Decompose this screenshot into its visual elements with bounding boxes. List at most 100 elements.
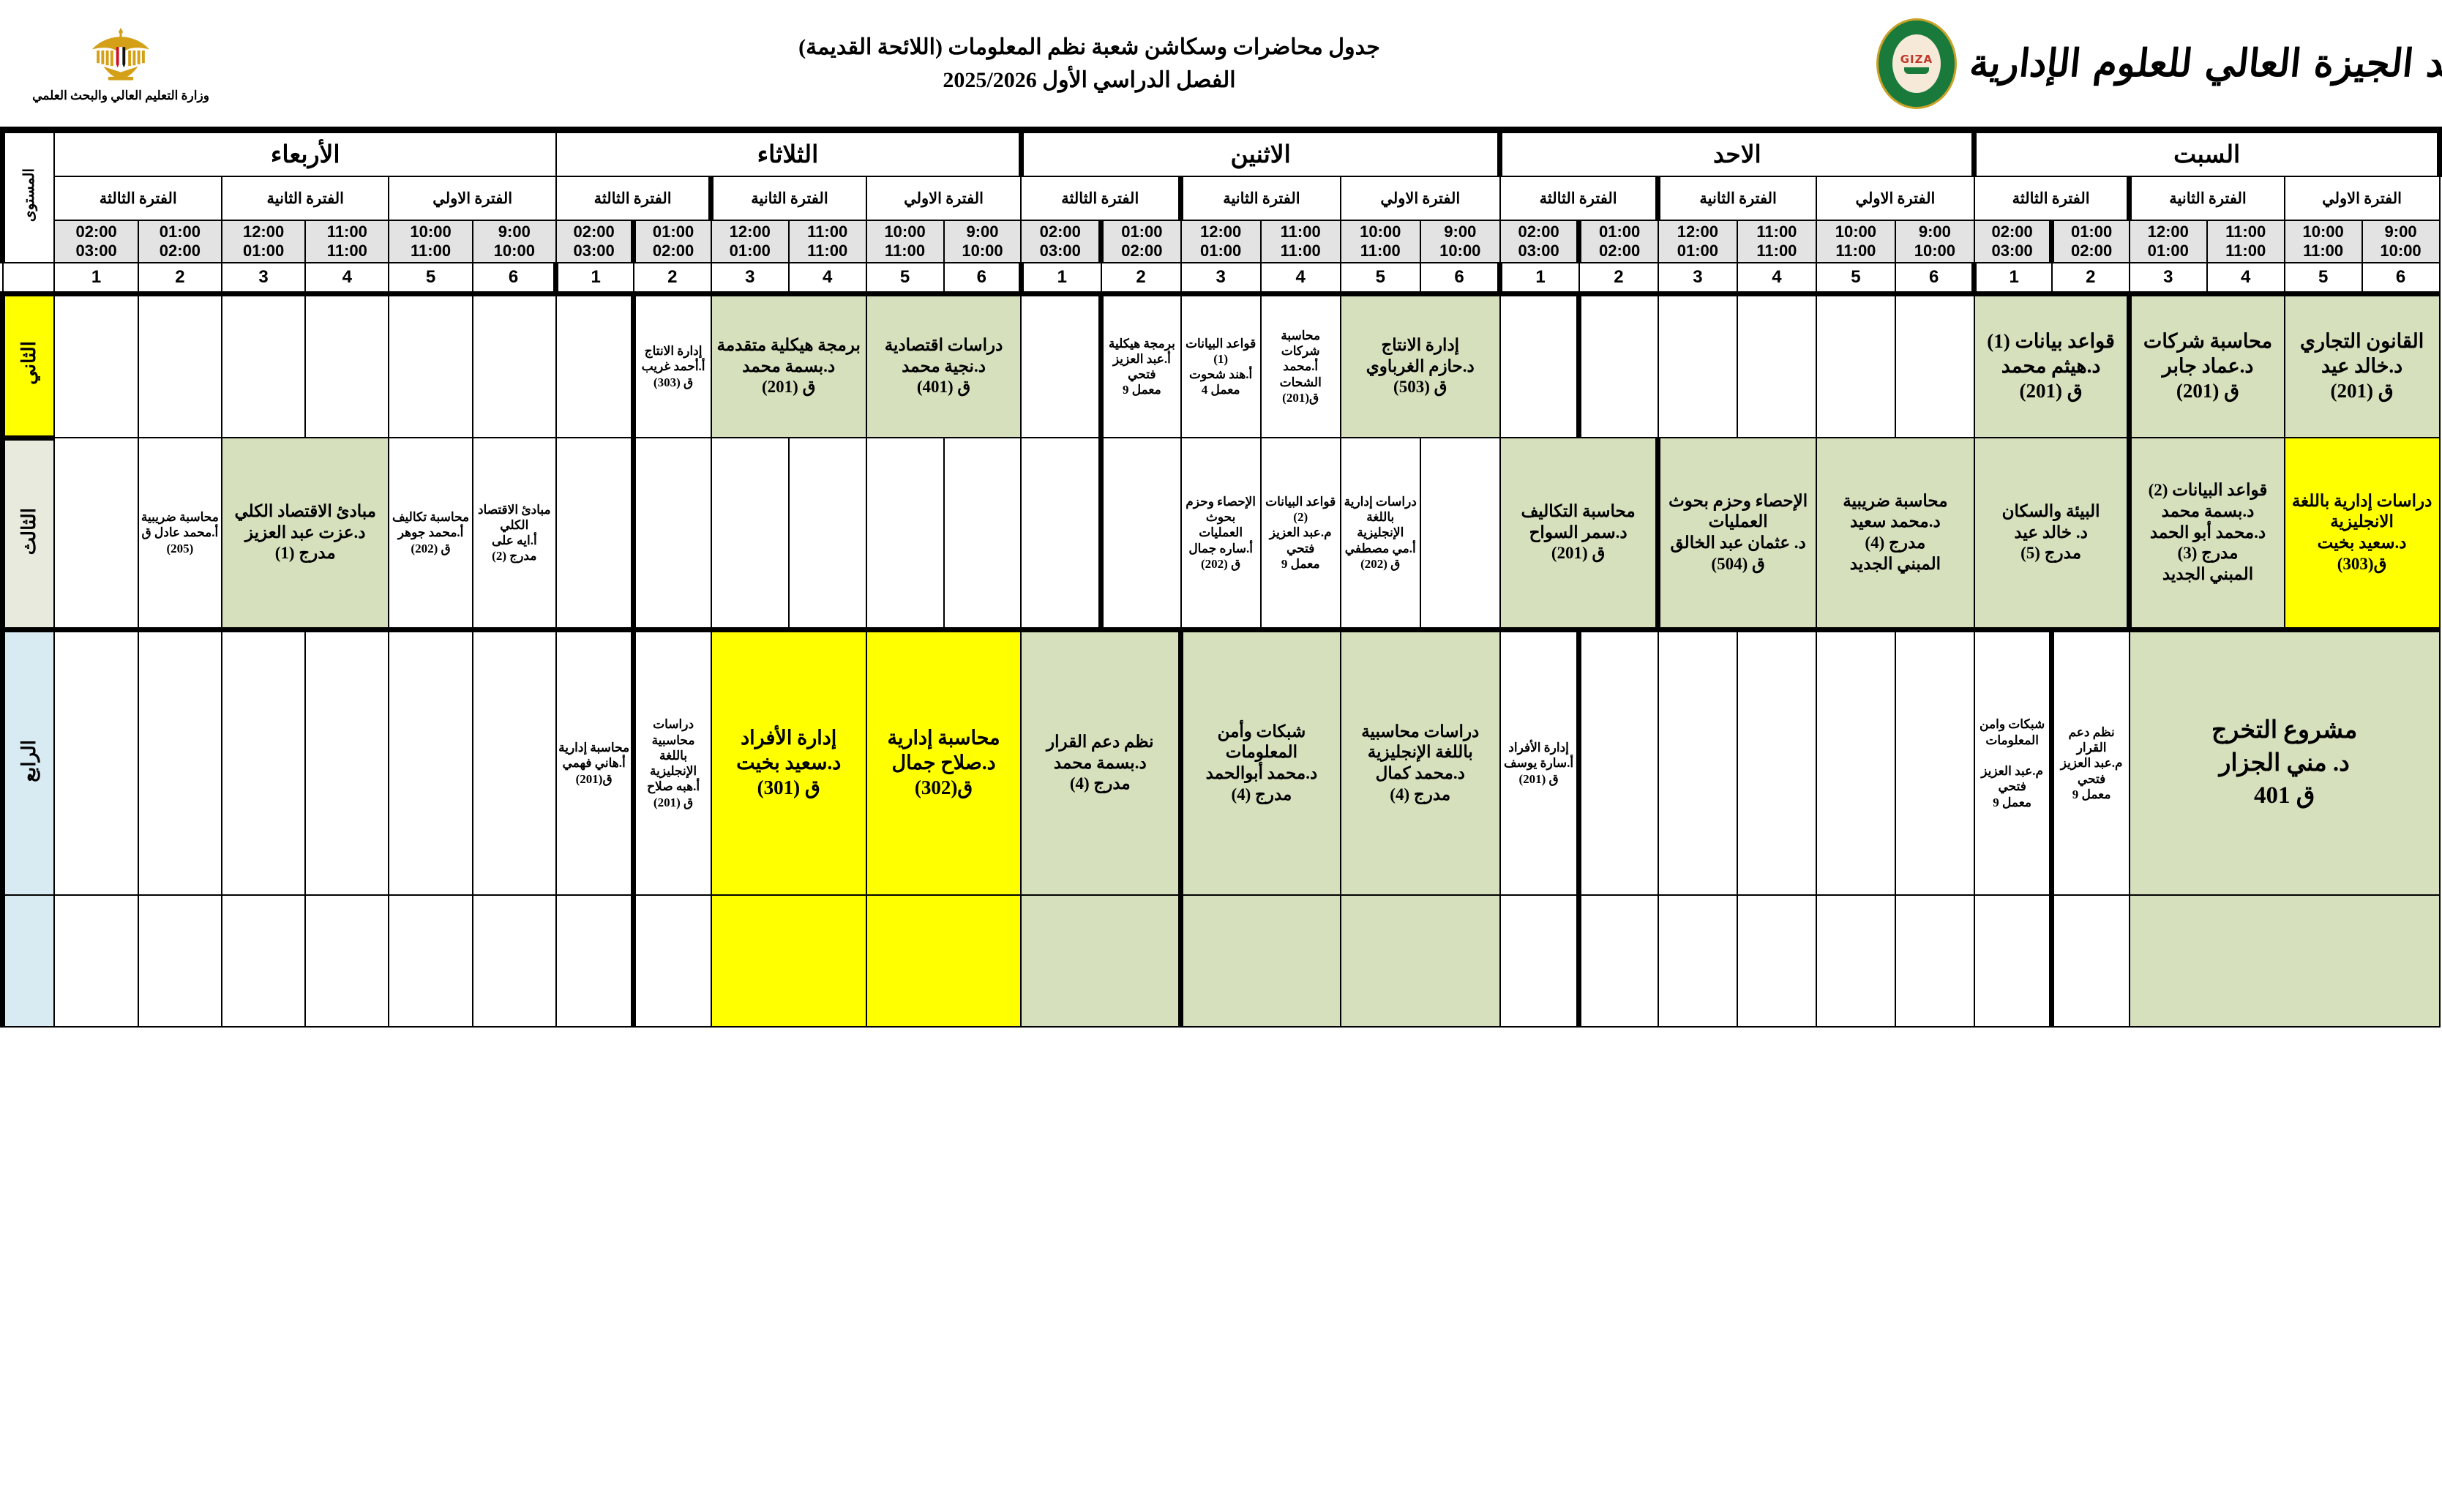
cell-wed-l4-s1[interactable] <box>471 629 557 896</box>
cell-sun-l2-s4[interactable] <box>1657 293 1738 438</box>
cell-tue-l4-p1[interactable]: محاسبة إدارية د.صلاح جمال ق(302) <box>865 629 1022 896</box>
sub-sun-s2[interactable] <box>1815 894 1896 1028</box>
sub-mon-p2[interactable] <box>1180 894 1341 1028</box>
cell-tue-l3-s1[interactable] <box>943 437 1022 631</box>
cell-tue-l3-s6[interactable] <box>555 437 637 631</box>
cell-mon-l3-s6[interactable] <box>1020 437 1104 631</box>
cell-sat-l3-p1[interactable]: دراسات إدارية باللغة الانجليزية د.سعيد ب… <box>2283 437 2441 631</box>
cell-sat-l2-p2[interactable]: محاسبة شركات د.عماد جابر ق (201) <box>2128 293 2285 438</box>
sub-wed-s1[interactable] <box>471 894 557 1028</box>
cell-wed-l3-s5[interactable]: محاسبة ضريبية أ.محمد عادل ق (205) <box>137 437 222 631</box>
cell-sun-l4-s2[interactable] <box>1815 629 1896 896</box>
cell-wed-l2-s5[interactable] <box>137 293 222 438</box>
cell-sun-l4-s3[interactable] <box>1736 629 1817 896</box>
cell-mon-l2-s6[interactable] <box>1020 293 1104 438</box>
cell-tue-l4-p2[interactable]: إدارة الأفراد د.سعيد بخيت ق (301) <box>710 629 867 896</box>
cell-tue-l3-s2[interactable] <box>865 437 945 631</box>
cell-wed-l3-s6[interactable] <box>53 437 139 631</box>
sub-wed-s2[interactable] <box>388 894 473 1028</box>
giza-seal-icon: GIZA <box>1876 18 1957 109</box>
cell-tue-l2-s6[interactable] <box>555 293 637 438</box>
sub-sun-s4[interactable] <box>1657 894 1738 1028</box>
slot-number-tue-4: 4 <box>1736 262 1817 296</box>
cell-sun-l2-s2[interactable] <box>1815 293 1896 438</box>
sub-wed-s5[interactable] <box>137 894 222 1028</box>
cell-wed-l2-s3[interactable] <box>304 293 390 438</box>
cell-wed-l3-s1[interactable]: مبادئ الاقتصاد الكلي أ.ايه على مدرج (2) <box>471 437 557 631</box>
sub-tue-p1[interactable] <box>865 894 1022 1028</box>
cell-sun-l2-s1[interactable] <box>1894 293 1975 438</box>
cell-sun-l2-s6[interactable] <box>1499 293 1582 438</box>
sub-wed-s3[interactable] <box>304 894 390 1028</box>
cell-mon-l4-p2[interactable]: شبكات وأمن المعلومات د.محمد أبوالحمد مدر… <box>1180 629 1341 896</box>
cell-wed-l3-s2[interactable]: محاسبة تكاليف أ.محمد جوهر ق (202) <box>388 437 473 631</box>
cell-mon-l2-s3[interactable]: محاسبة شركات أ.محمد الشحات ق(201) <box>1259 293 1341 438</box>
sub-sat-s5[interactable] <box>2050 894 2130 1028</box>
time-cell-tue-6: 02:00 03:00 <box>555 220 637 263</box>
sub-wed-s4[interactable] <box>220 894 307 1028</box>
cell-tue-l3-s3[interactable] <box>787 437 867 631</box>
cell-tue-l2-s5[interactable]: إدارة الانتاج أ.أحمد غريب ق (303) <box>632 293 712 438</box>
cell-wed-l3-p2[interactable]: مبادئ الاقتصاد الكلي د.عزت عبد العزيز مد… <box>220 437 390 631</box>
sub-tue-s6[interactable] <box>555 894 637 1028</box>
cell-sat-l4-s5[interactable]: نظم دعم القرار م.عبد العزيز فتحي معمل 9 <box>2050 629 2130 896</box>
cell-mon-l3-s2[interactable]: دراسات إدارية باللغة الإنجليزية أ.مي مصط… <box>1339 437 1421 631</box>
sub-sun-s3[interactable] <box>1736 894 1817 1028</box>
cell-sun-l4-s1[interactable] <box>1894 629 1975 896</box>
time-cell-wed-2: 10:00 11:00 <box>388 220 473 263</box>
cell-mon-l2-s4[interactable]: قواعد البيانات (1) أ.هند شحوت معمل 4 <box>1180 293 1262 438</box>
cell-wed-l4-s2[interactable] <box>388 629 473 896</box>
sub-tue-p2[interactable] <box>710 894 867 1028</box>
cell-sun-l3-p1[interactable]: محاسبة ضريبية د.محمد سعيد مدرج (4) المبن… <box>1815 437 1975 631</box>
cell-mon-l4-p3[interactable]: نظم دعم القرار د.بسمة محمد مدرج (4) <box>1020 629 1184 896</box>
cell-sun-l2-s3[interactable] <box>1736 293 1817 438</box>
cell-mon-l3-s1[interactable] <box>1419 437 1501 631</box>
cell-wed-l2-s1[interactable] <box>471 293 557 438</box>
cell-wed-l4-s5[interactable] <box>137 629 222 896</box>
sub-sat-project[interactable] <box>2128 894 2441 1028</box>
cell-mon-l2-p1[interactable]: إدارة الانتاج د.حازم الغرباوي ق (503) <box>1339 293 1501 438</box>
cell-wed-l4-s6[interactable] <box>53 629 139 896</box>
sub-sun-s6[interactable] <box>1499 894 1582 1028</box>
cell-sun-l4-s4[interactable] <box>1657 629 1738 896</box>
cell-sun-l3-p3[interactable]: محاسبة التكاليف د.سمر السواح ق (201) <box>1499 437 1661 631</box>
level-label-2: الثاني <box>0 293 56 441</box>
sub-tue-s5[interactable] <box>632 894 712 1028</box>
period-mon-3: الفترة الثالثة <box>1020 176 1184 221</box>
cell-wed-l2-s2[interactable] <box>388 293 473 438</box>
cell-sun-l4-s6[interactable]: إدارة الأفراد أ.سارة يوسف ق (201) <box>1499 629 1582 896</box>
sub-sat-s6[interactable] <box>1973 894 2055 1028</box>
cell-wed-l4-s3[interactable] <box>304 629 390 896</box>
cell-mon-l4-p1[interactable]: دراسات محاسبية باللغة الإنجليزية د.محمد … <box>1339 629 1501 896</box>
cell-tue-l4-s5[interactable]: دراسات محاسبية باللغة الإنجليزية أ.هبه ص… <box>632 629 712 896</box>
cell-tue-l2-p1[interactable]: دراسات اقتصادية د.نجية محمد ق (401) <box>865 293 1022 438</box>
cell-wed-l2-s4[interactable] <box>220 293 307 438</box>
level-3-row: دراسات إدارية باللغة الانجليزية د.سعيد ب… <box>0 437 2441 631</box>
cell-mon-l3-s3[interactable]: قواعد البيانات (2) م.عبد العزيز فتحي معم… <box>1259 437 1341 631</box>
cell-tue-l3-s4[interactable] <box>710 437 790 631</box>
cell-tue-l3-s5[interactable] <box>632 437 712 631</box>
cell-sat-l4-project[interactable]: مشروع التخرج د. مني الجزار ق 401 <box>2128 629 2441 896</box>
cell-tue-l2-p2[interactable]: برمجة هيكلية متقدمة د.بسمة محمد ق (201) <box>710 293 867 438</box>
cell-wed-l4-s4[interactable] <box>220 629 307 896</box>
sub-sun-s1[interactable] <box>1894 894 1975 1028</box>
period-mon-1: الفترة الاولي <box>1339 176 1501 221</box>
sub-mon-p3[interactable] <box>1020 894 1184 1028</box>
cell-tue-l4-s6[interactable]: محاسبة إدارية أ.هاني فهمي ق(201) <box>555 629 637 896</box>
cell-sun-l4-s5[interactable] <box>1578 629 1659 896</box>
cell-wed-l2-s6[interactable] <box>53 293 139 438</box>
cell-sat-l2-p3[interactable]: قواعد بيانات (1) د.هيثم محمد ق (201) <box>1973 293 2132 438</box>
cell-sat-l3-p2[interactable]: قواعد البيانات (2) د.بسمة محمد د.محمد أب… <box>2128 437 2285 631</box>
cell-sat-l4-s6[interactable]: شبكات وامن المعلومات م.عبد العزيز فتحي م… <box>1973 629 2055 896</box>
cell-sun-l3-p2[interactable]: الإحصاء وحزم بحوث العمليات د. عثمان عبد … <box>1657 437 1817 631</box>
slot-number-wed-3: 3 <box>2128 262 2208 296</box>
cell-mon-l2-s5[interactable]: برمجة هيكلية أ.عبد العزيز فتحي معمل 9 <box>1100 293 1182 438</box>
cell-sat-l2-p1[interactable]: القانون التجاري د.خالد عيد ق (201) <box>2283 293 2441 438</box>
cell-sat-l3-p3[interactable]: البيئة والسكان د. خالد عيد مدرج (5) <box>1973 437 2132 631</box>
cell-sun-l2-s5[interactable] <box>1578 293 1659 438</box>
cell-mon-l3-s4[interactable]: الإحصاء وحزم بحوث العمليات أ.ساره جمال ق… <box>1180 437 1262 631</box>
sub-wed-s6[interactable] <box>53 894 139 1028</box>
sub-sun-s5[interactable] <box>1578 894 1659 1028</box>
cell-mon-l3-s5[interactable] <box>1100 437 1182 631</box>
sub-mon-p1[interactable] <box>1339 894 1501 1028</box>
